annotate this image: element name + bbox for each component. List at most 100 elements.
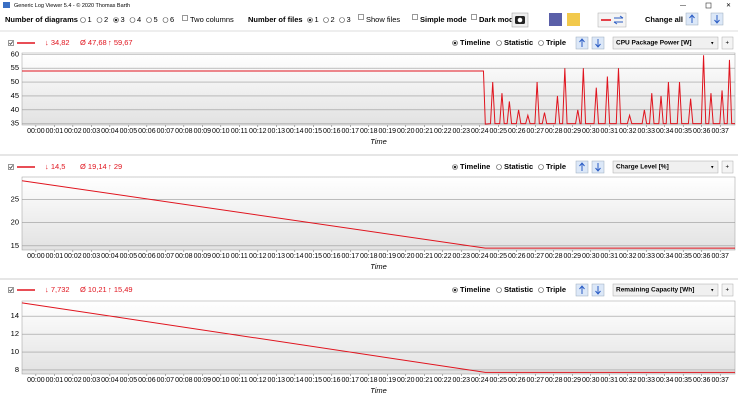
view-option: Triple — [546, 162, 566, 171]
x-tick-label: 00:27 — [526, 253, 544, 260]
line-style-button[interactable] — [597, 12, 627, 28]
radio-button[interactable] — [538, 40, 544, 46]
checkbox[interactable] — [471, 14, 477, 20]
x-tick-label: 00:27 — [526, 128, 544, 135]
x-tick-label: 00:25 — [489, 253, 507, 260]
x-tick-label: 00:16 — [323, 377, 341, 384]
y-tick-label: 25 — [11, 194, 19, 203]
checkbox[interactable] — [8, 287, 14, 293]
radio-button[interactable] — [129, 17, 136, 23]
arrow-icon — [595, 39, 601, 48]
radio-dot — [453, 165, 457, 169]
radio-button[interactable] — [538, 164, 544, 170]
radio-button[interactable] — [146, 17, 152, 23]
x-tick-label: 00:28 — [545, 377, 563, 384]
radio-button[interactable] — [80, 17, 86, 23]
checkbox[interactable] — [182, 15, 188, 21]
x-tick-label: 00:36 — [693, 128, 711, 135]
x-tick-label: 00:30 — [582, 253, 600, 260]
x-tick-label: 00:24 — [471, 128, 489, 135]
x-tick-label: 00:25 — [489, 128, 507, 135]
checkbox[interactable] — [8, 164, 14, 170]
radio-button[interactable] — [96, 17, 103, 23]
radio-button[interactable] — [496, 164, 502, 170]
x-tick-label: 00:35 — [674, 128, 692, 135]
channel-dropdown[interactable] — [612, 283, 719, 297]
x-tick-label: 00:01 — [46, 128, 64, 135]
x-tick-label: 00:33 — [637, 253, 655, 260]
stat-value: ↓ 7,732 — [45, 285, 70, 294]
radio-button[interactable] — [339, 17, 345, 23]
x-tick-label: 00:05 — [120, 377, 138, 384]
view-option: Triple — [546, 38, 566, 47]
maximize-button[interactable] — [705, 2, 712, 9]
x-tick-label: 00:15 — [305, 128, 323, 135]
x-tick-label: 00:20 — [397, 128, 415, 135]
x-tick-label: 00:19 — [379, 253, 397, 260]
y-tick-label: 50 — [11, 77, 19, 86]
x-tick-label: 00:03 — [83, 253, 101, 260]
x-tick-label: 00:13 — [268, 128, 286, 135]
stat-value: ↑ 15,49 — [108, 285, 133, 294]
x-tick-label: 00:18 — [360, 253, 378, 260]
checkbox[interactable] — [358, 14, 364, 20]
x-tick-label: 00:07 — [157, 377, 175, 384]
stat-value: Ø 10,21 — [80, 285, 107, 294]
x-tick-label: 00:14 — [286, 253, 304, 260]
x-tick-label: 00:02 — [64, 128, 82, 135]
add-button[interactable] — [721, 36, 734, 50]
x-tick-label: 00:14 — [286, 128, 304, 135]
checkbox[interactable] — [412, 14, 418, 20]
x-tick-label: 00:22 — [434, 128, 452, 135]
stat-value: ↑ 59,67 — [108, 38, 133, 47]
x-tick-label: 00:12 — [249, 128, 267, 135]
radio-button[interactable] — [496, 40, 502, 46]
x-tick-label: 00:31 — [600, 128, 618, 135]
checkbox[interactable] — [8, 40, 14, 46]
x-tick-label: 00:07 — [157, 253, 175, 260]
radio-button[interactable] — [323, 17, 329, 23]
add-button[interactable] — [721, 283, 734, 297]
x-tick-label: 00:37 — [711, 253, 729, 260]
x-axis-label: Time — [370, 137, 387, 146]
minimize-button[interactable]: — — [680, 3, 686, 9]
channel-label: Remaining Capacity [Wh] — [616, 287, 694, 294]
x-tick-label: 00:21 — [416, 128, 434, 135]
folder-button[interactable] — [567, 13, 580, 26]
stat-value: Ø 47,68 — [80, 38, 107, 47]
x-tick-label: 00:08 — [175, 128, 193, 135]
save-button[interactable] — [549, 13, 562, 26]
x-tick-label: 00:13 — [268, 253, 286, 260]
close-button[interactable]: ✕ — [726, 3, 731, 9]
x-tick-label: 00:36 — [693, 253, 711, 260]
x-tick-label: 00:21 — [416, 253, 434, 260]
x-tick-label: 00:33 — [637, 377, 655, 384]
view-option: Statistic — [504, 38, 533, 47]
x-tick-label: 00:06 — [138, 253, 156, 260]
x-tick-label: 00:13 — [268, 377, 286, 384]
x-tick-label: 00:34 — [656, 253, 674, 260]
add-button[interactable] — [721, 160, 734, 174]
x-tick-label: 00:23 — [453, 128, 471, 135]
y-tick-label: 35 — [11, 119, 19, 128]
channel-dropdown[interactable] — [612, 36, 719, 50]
radio-button[interactable] — [162, 17, 169, 23]
x-tick-label: 00:24 — [471, 377, 489, 384]
x-tick-label: 00:36 — [693, 377, 711, 384]
check-mark — [9, 165, 13, 169]
arrow-icon — [579, 162, 585, 171]
window-title: Generic Log Viewer 5.4 - © 2020 Thomas B… — [14, 2, 130, 9]
y-tick-label: 40 — [11, 105, 19, 114]
x-tick-label: 00:06 — [138, 128, 156, 135]
x-tick-label: 00:17 — [342, 128, 360, 135]
x-tick-label: 00:24 — [471, 253, 489, 260]
x-tick-label: 00:22 — [434, 377, 452, 384]
x-tick-label: 00:04 — [101, 377, 119, 384]
stat-value: ↓ 14,5 — [45, 162, 65, 171]
x-tick-label: 00:01 — [46, 253, 64, 260]
x-tick-label: 00:32 — [619, 253, 637, 260]
radio-button[interactable] — [538, 287, 544, 293]
radio-button[interactable] — [496, 287, 502, 293]
channel-dropdown[interactable] — [612, 160, 719, 174]
